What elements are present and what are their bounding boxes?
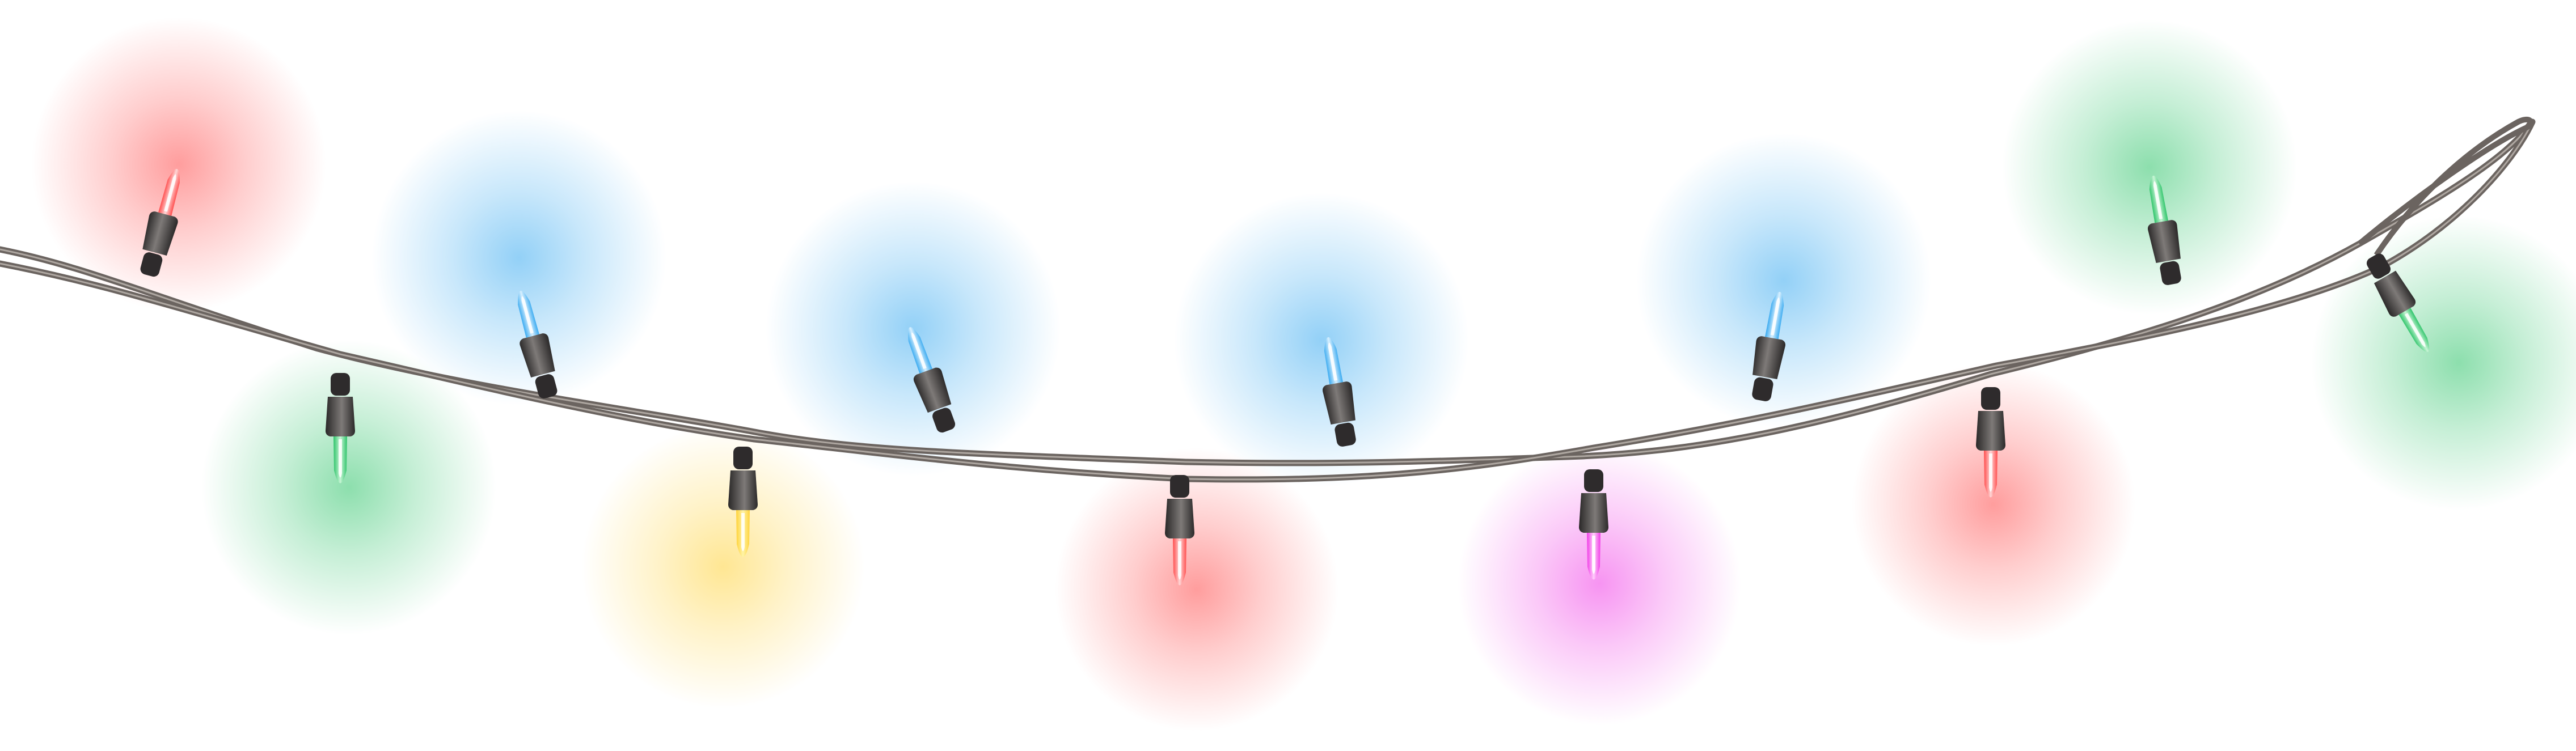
bulb-green-2-highlight xyxy=(2153,181,2163,219)
bulb-yellow-1 xyxy=(728,447,758,557)
bulb-blue-4-glow xyxy=(1636,133,1931,428)
bulb-green-3-socket xyxy=(2374,270,2416,317)
bulb-red-3-highlight xyxy=(1989,453,1992,492)
bulb-red-2-glow xyxy=(1055,448,1338,731)
bulb-blue-1-glow xyxy=(371,111,666,405)
bulb-green-1-collar xyxy=(331,373,350,396)
bulb-blue-2-collar xyxy=(932,408,956,433)
bulb-blue-3-socket xyxy=(1323,381,1355,425)
bulb-green-2-collar xyxy=(2160,261,2181,285)
wire-loop xyxy=(2357,116,2534,257)
bulb-red-1-highlight xyxy=(164,174,176,212)
bulb-red-3-collar xyxy=(1981,387,2000,410)
bulb-magenta-1-socket xyxy=(1579,493,1608,533)
bulb-green-1 xyxy=(326,373,355,483)
bulb-red-2-socket xyxy=(1165,499,1194,538)
bulb-red-2 xyxy=(1165,475,1194,585)
bulb-blue-3-collar xyxy=(1335,422,1356,447)
bulb-blue-2-socket xyxy=(913,367,952,413)
bulb-red-2-collar xyxy=(1170,475,1189,498)
bulb-green-3-collar xyxy=(2366,253,2391,279)
bulb-green-1-glow xyxy=(201,340,496,635)
bulb-yellow-1-highlight xyxy=(741,513,745,551)
bulb-magenta-1 xyxy=(1579,469,1608,580)
bulb-blue-4-collar xyxy=(1752,377,1773,401)
wire-strand xyxy=(0,116,2536,483)
bulb-red-3-socket xyxy=(1976,411,2005,451)
bulb-blue-1-highlight xyxy=(521,296,534,334)
bulb-red-3 xyxy=(1976,387,2005,498)
bulb-blue-3-highlight xyxy=(1328,342,1338,381)
bulb-green-2-glow xyxy=(2002,20,2297,315)
bulb-yellow-1-socket xyxy=(728,470,758,510)
bulb-green-2 xyxy=(2148,176,2181,285)
bulb-blue-3-glow xyxy=(1174,193,1469,487)
bulb-blue-3 xyxy=(1323,337,1356,447)
bulb-green-1-highlight xyxy=(339,439,342,478)
wire-highlight-2 xyxy=(0,121,2533,481)
bulb-magenta-1-glow xyxy=(1458,442,1741,725)
bulb-blue-4 xyxy=(1752,292,1785,401)
bulb-red-2-highlight xyxy=(1178,541,1181,580)
bulb-red-1 xyxy=(140,168,180,277)
bulb-layer xyxy=(140,168,2430,585)
bulb-red-1-socket xyxy=(142,211,178,256)
bulb-red-1-collar xyxy=(140,252,163,277)
bulb-red-3-glow xyxy=(1852,363,2135,646)
bulb-green-1-socket xyxy=(326,397,355,436)
bulb-yellow-1-glow xyxy=(581,425,865,708)
bulb-magenta-1-highlight xyxy=(1592,536,1595,574)
bulb-yellow-1-collar xyxy=(733,447,753,469)
bulb-blue-1-socket xyxy=(520,333,555,378)
bulb-blue-2-highlight xyxy=(911,332,927,370)
bulb-magenta-1-collar xyxy=(1584,469,1603,492)
bulb-blue-4-socket xyxy=(1752,336,1785,379)
bulb-green-2-socket xyxy=(2148,220,2181,263)
bulb-blue-2 xyxy=(908,327,956,433)
bulb-blue-1-collar xyxy=(535,374,558,399)
bulb-red-1-glow xyxy=(31,17,326,312)
bulb-green-3 xyxy=(2366,253,2430,353)
bulb-green-3-highlight xyxy=(2404,313,2426,347)
bulb-blue-4-highlight xyxy=(1770,297,1780,336)
bulb-blue-1 xyxy=(518,290,558,399)
